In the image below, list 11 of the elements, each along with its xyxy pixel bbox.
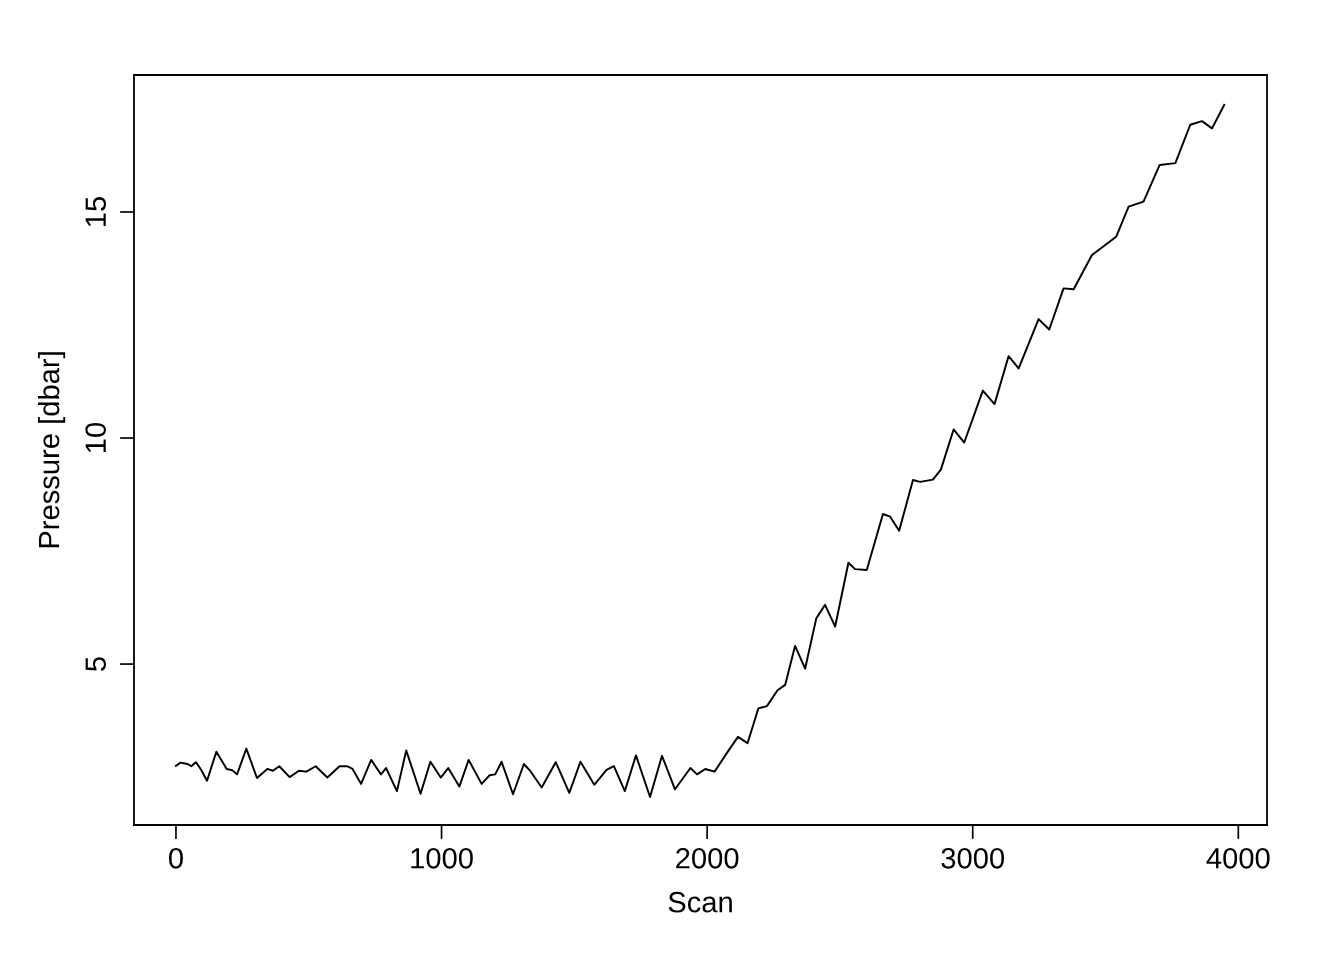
x-tick-label: 1000 <box>411 847 473 869</box>
y-axis-title: Pressure [dbar] <box>37 352 66 548</box>
y-tick-label: 15 <box>85 196 107 226</box>
x-axis-title: Scan <box>668 891 732 913</box>
y-tick-label: 10 <box>85 422 107 453</box>
x-tick-label: 4000 <box>1206 847 1270 869</box>
x-tick-label: 0 <box>168 847 183 869</box>
x-tick-label: 2000 <box>676 847 739 869</box>
y-tick-label: 5 <box>85 657 107 671</box>
line-series <box>174 103 1226 798</box>
x-tick-label: 3000 <box>941 847 1005 869</box>
